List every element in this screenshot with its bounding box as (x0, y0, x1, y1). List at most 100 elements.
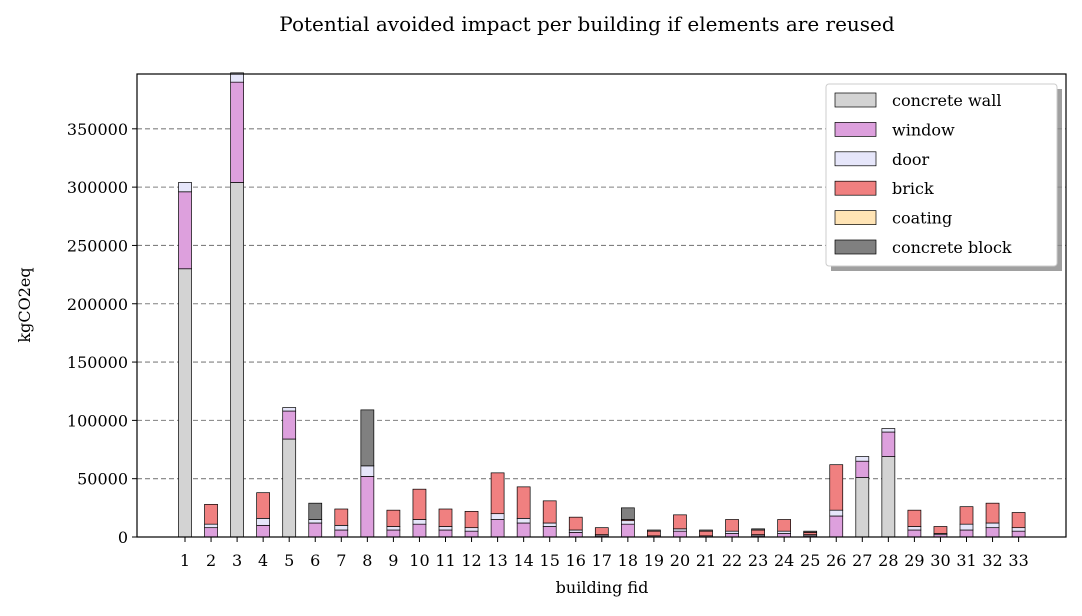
bars (178, 72, 1026, 538)
bar-segment (308, 519, 323, 524)
bar-segment (959, 523, 974, 531)
bar-segment (829, 464, 844, 511)
bar-segment (985, 522, 1000, 529)
bar-segment (855, 477, 870, 538)
bar-segment (1011, 527, 1026, 532)
bar-segment (959, 529, 974, 538)
bar-segment (568, 531, 583, 538)
x-tick-label: 25 (800, 551, 820, 570)
x-tick-label: 8 (362, 551, 372, 570)
bar-segment (751, 528, 765, 531)
bar-segment (386, 509, 401, 527)
y-axis-label: kgCO2eq (15, 267, 34, 342)
x-tick-label: 1 (180, 551, 190, 570)
bar-segment (386, 526, 401, 531)
x-tick-label: 13 (487, 551, 507, 570)
bar-segment (204, 523, 218, 529)
legend-label: window (892, 120, 955, 139)
y-tick-label: 200000 (67, 295, 128, 314)
x-tick-label: 16 (566, 551, 586, 570)
bar-segment (829, 509, 844, 517)
bar-segment (438, 526, 453, 531)
legend-swatch (834, 239, 877, 255)
bar-segment (959, 506, 974, 525)
bar-segment (464, 527, 479, 532)
y-tick-label: 250000 (67, 236, 128, 255)
x-tick-label: 10 (409, 551, 429, 570)
legend-label: coating (892, 209, 952, 228)
bar-segment (907, 526, 922, 531)
bar-segment (516, 522, 531, 538)
bar-segment (256, 524, 270, 538)
legend-swatch (834, 92, 877, 108)
x-tick-label: 32 (982, 551, 1002, 570)
bar-segment (490, 519, 505, 538)
x-tick-label: 9 (388, 551, 398, 570)
plot-frame (136, 73, 1067, 538)
bar-segment (881, 428, 896, 433)
x-tick-label: 11 (435, 551, 455, 570)
bar-segment (985, 527, 1000, 538)
bar-segment (204, 527, 218, 538)
x-tick-label: 12 (461, 551, 481, 570)
bar-segment (907, 509, 922, 527)
legend-label: brick (892, 179, 934, 198)
legend: concrete wall window door brick coating concr… (825, 83, 1062, 271)
x-tick-label: 3 (232, 551, 242, 570)
x-tick-label: 29 (904, 551, 924, 570)
y-tick-label: 100000 (67, 411, 128, 430)
bar-segment (178, 191, 192, 270)
bar-segment (647, 530, 661, 537)
bar-segment (464, 510, 479, 529)
legend-label: concrete block (892, 238, 1012, 257)
x-tick-label: 5 (284, 551, 294, 570)
bar-segment (647, 529, 661, 532)
bar-segment (542, 500, 557, 524)
x-tick-label: 2 (206, 551, 216, 570)
legend-label: door (892, 150, 930, 169)
bar-segment (855, 460, 870, 478)
bar-segment (881, 431, 896, 457)
x-tick-label: 33 (1008, 551, 1028, 570)
bar-segment (282, 407, 297, 412)
bar-segment (620, 507, 635, 520)
y-tick-label: 350000 (67, 120, 128, 139)
x-tick-label: 6 (310, 551, 320, 570)
bar-segment (516, 486, 531, 519)
x-axis-label: building fid (556, 578, 649, 597)
x-tick-label: 4 (258, 551, 268, 570)
bar-segment (412, 519, 427, 525)
legend-swatch (834, 151, 877, 167)
bar-segment (699, 529, 713, 532)
legend-box (825, 83, 1058, 267)
x-tick-label: 22 (722, 551, 742, 570)
bar-segment (204, 503, 218, 525)
bar-segment (699, 530, 713, 537)
bar-segment (178, 182, 192, 193)
y-tick-label: 50000 (77, 470, 128, 489)
bar-segment (568, 516, 583, 531)
bar-segment (230, 72, 244, 83)
bar-segment (594, 527, 609, 536)
chart-title: Potential avoided impact per building if… (279, 12, 895, 36)
bar-segment (985, 502, 1000, 524)
bar-segment (490, 472, 505, 515)
bar-segment (673, 514, 687, 530)
x-tick-label: 19 (644, 551, 664, 570)
bar-segment (334, 508, 349, 526)
bar-segment (386, 529, 401, 538)
legend-label: concrete wall (892, 91, 1001, 110)
axes: 0 50000 100000 150000 200000 250000 300000 3500… (67, 73, 1067, 570)
bar-segment (542, 522, 557, 527)
bar-segment (803, 530, 818, 533)
bar-segment (620, 520, 635, 525)
x-tick-label: 15 (540, 551, 560, 570)
bar-segment (673, 530, 687, 538)
bar-segment (542, 526, 557, 538)
bar-segment (334, 529, 349, 538)
bar-segment (360, 465, 375, 477)
bar-segment (855, 456, 870, 462)
x-tick-label: 21 (696, 551, 716, 570)
bar-segment (516, 517, 531, 524)
